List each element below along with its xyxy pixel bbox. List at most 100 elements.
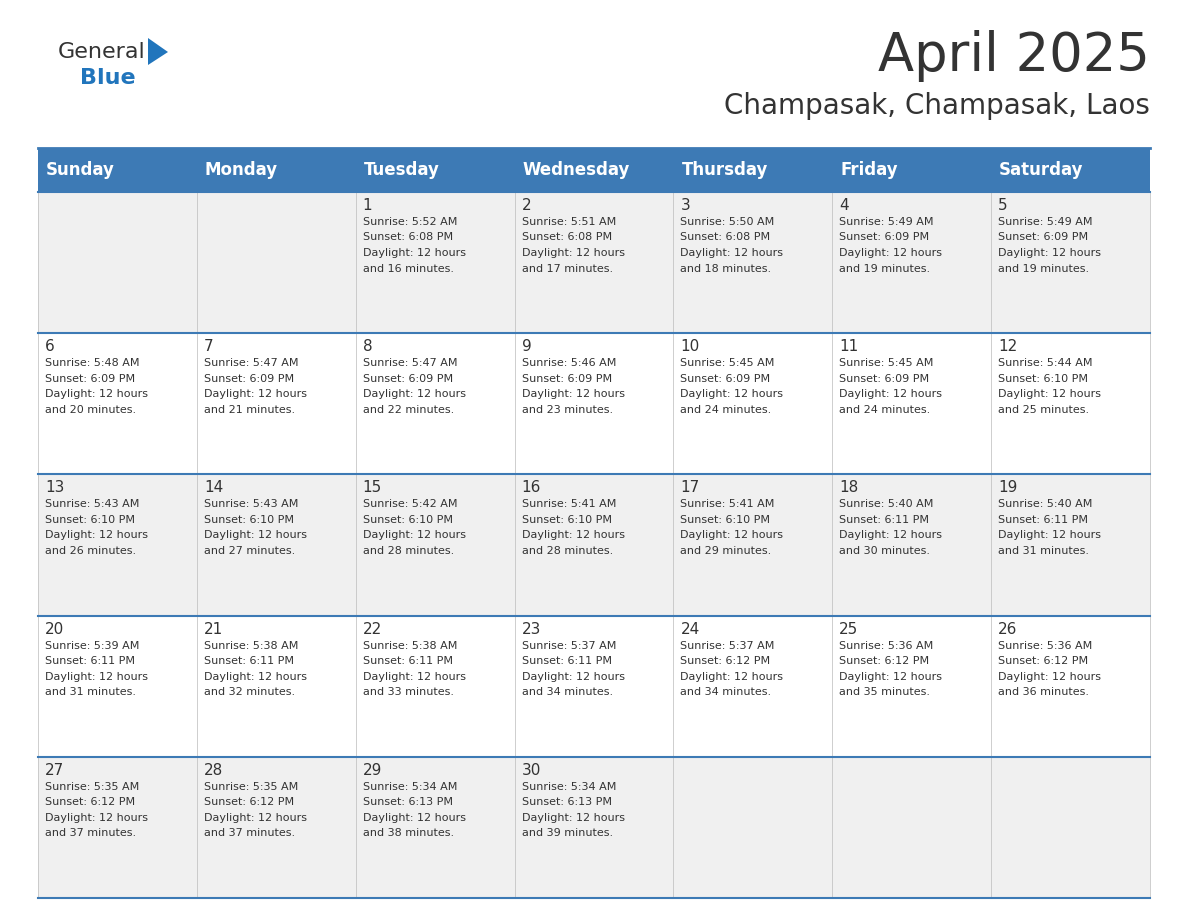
Text: and 25 minutes.: and 25 minutes. [998, 405, 1089, 415]
Text: and 23 minutes.: and 23 minutes. [522, 405, 613, 415]
Text: April 2025: April 2025 [878, 30, 1150, 82]
Text: and 17 minutes.: and 17 minutes. [522, 263, 613, 274]
Text: Sunset: 6:12 PM: Sunset: 6:12 PM [839, 656, 929, 666]
Text: 2: 2 [522, 198, 531, 213]
Text: Sunset: 6:10 PM: Sunset: 6:10 PM [998, 374, 1088, 384]
FancyBboxPatch shape [514, 148, 674, 192]
Text: Daylight: 12 hours: Daylight: 12 hours [362, 248, 466, 258]
Text: Monday: Monday [204, 161, 278, 179]
Text: 26: 26 [998, 621, 1017, 636]
Text: Daylight: 12 hours: Daylight: 12 hours [204, 812, 307, 823]
Text: and 24 minutes.: and 24 minutes. [839, 405, 930, 415]
Text: and 31 minutes.: and 31 minutes. [45, 687, 135, 697]
Text: Sunset: 6:09 PM: Sunset: 6:09 PM [839, 374, 929, 384]
Text: Daylight: 12 hours: Daylight: 12 hours [681, 389, 783, 399]
Text: Sunset: 6:11 PM: Sunset: 6:11 PM [522, 656, 612, 666]
Text: Daylight: 12 hours: Daylight: 12 hours [839, 531, 942, 541]
Text: 10: 10 [681, 339, 700, 354]
Text: Sunrise: 5:44 AM: Sunrise: 5:44 AM [998, 358, 1093, 368]
Text: Daylight: 12 hours: Daylight: 12 hours [839, 389, 942, 399]
Text: Sunrise: 5:43 AM: Sunrise: 5:43 AM [204, 499, 298, 509]
Text: Sunrise: 5:35 AM: Sunrise: 5:35 AM [45, 782, 139, 792]
Text: Sunrise: 5:41 AM: Sunrise: 5:41 AM [522, 499, 615, 509]
Text: Daylight: 12 hours: Daylight: 12 hours [362, 389, 466, 399]
Text: and 36 minutes.: and 36 minutes. [998, 687, 1089, 697]
Text: 20: 20 [45, 621, 64, 636]
Text: Sunrise: 5:47 AM: Sunrise: 5:47 AM [362, 358, 457, 368]
FancyBboxPatch shape [991, 148, 1150, 192]
Text: 7: 7 [204, 339, 214, 354]
FancyBboxPatch shape [38, 148, 197, 192]
Text: Daylight: 12 hours: Daylight: 12 hours [998, 531, 1101, 541]
Text: Sunset: 6:11 PM: Sunset: 6:11 PM [839, 515, 929, 525]
Text: Sunset: 6:09 PM: Sunset: 6:09 PM [998, 232, 1088, 242]
Text: Sunrise: 5:51 AM: Sunrise: 5:51 AM [522, 217, 615, 227]
Text: and 22 minutes.: and 22 minutes. [362, 405, 454, 415]
Text: Daylight: 12 hours: Daylight: 12 hours [998, 389, 1101, 399]
Text: 4: 4 [839, 198, 849, 213]
Text: 9: 9 [522, 339, 531, 354]
Text: Sunset: 6:09 PM: Sunset: 6:09 PM [45, 374, 135, 384]
Text: and 37 minutes.: and 37 minutes. [45, 828, 137, 838]
Text: Sunset: 6:11 PM: Sunset: 6:11 PM [45, 656, 135, 666]
Text: and 34 minutes.: and 34 minutes. [681, 687, 771, 697]
Text: Sunset: 6:08 PM: Sunset: 6:08 PM [522, 232, 612, 242]
Text: 15: 15 [362, 480, 383, 496]
Text: Sunrise: 5:34 AM: Sunrise: 5:34 AM [522, 782, 615, 792]
Text: Thursday: Thursday [682, 161, 767, 179]
Text: Daylight: 12 hours: Daylight: 12 hours [45, 812, 148, 823]
FancyBboxPatch shape [355, 148, 514, 192]
Text: and 33 minutes.: and 33 minutes. [362, 687, 454, 697]
Text: and 32 minutes.: and 32 minutes. [204, 687, 295, 697]
Text: Sunrise: 5:36 AM: Sunrise: 5:36 AM [998, 641, 1093, 651]
Text: and 37 minutes.: and 37 minutes. [204, 828, 295, 838]
Text: Sunset: 6:11 PM: Sunset: 6:11 PM [362, 656, 453, 666]
Text: and 18 minutes.: and 18 minutes. [681, 263, 771, 274]
Text: Sunset: 6:08 PM: Sunset: 6:08 PM [362, 232, 453, 242]
Text: Sunrise: 5:38 AM: Sunrise: 5:38 AM [362, 641, 457, 651]
Text: Wednesday: Wednesday [523, 161, 630, 179]
Text: Sunset: 6:13 PM: Sunset: 6:13 PM [522, 798, 612, 807]
Text: Sunrise: 5:36 AM: Sunrise: 5:36 AM [839, 641, 934, 651]
Text: 30: 30 [522, 763, 541, 778]
Text: and 30 minutes.: and 30 minutes. [839, 546, 930, 556]
Text: Daylight: 12 hours: Daylight: 12 hours [998, 248, 1101, 258]
Text: Sunset: 6:09 PM: Sunset: 6:09 PM [681, 374, 771, 384]
Text: Daylight: 12 hours: Daylight: 12 hours [522, 248, 625, 258]
Text: and 28 minutes.: and 28 minutes. [522, 546, 613, 556]
Text: 21: 21 [204, 621, 223, 636]
Text: 17: 17 [681, 480, 700, 496]
Text: 1: 1 [362, 198, 372, 213]
Text: Sunrise: 5:42 AM: Sunrise: 5:42 AM [362, 499, 457, 509]
Text: Sunrise: 5:47 AM: Sunrise: 5:47 AM [204, 358, 298, 368]
Text: and 35 minutes.: and 35 minutes. [839, 687, 930, 697]
Text: 11: 11 [839, 339, 859, 354]
Text: Daylight: 12 hours: Daylight: 12 hours [204, 672, 307, 681]
Text: Daylight: 12 hours: Daylight: 12 hours [681, 531, 783, 541]
Text: Sunrise: 5:38 AM: Sunrise: 5:38 AM [204, 641, 298, 651]
Text: and 38 minutes.: and 38 minutes. [362, 828, 454, 838]
Text: Daylight: 12 hours: Daylight: 12 hours [681, 672, 783, 681]
Text: Sunset: 6:10 PM: Sunset: 6:10 PM [362, 515, 453, 525]
Text: Sunset: 6:10 PM: Sunset: 6:10 PM [204, 515, 293, 525]
Text: Sunrise: 5:39 AM: Sunrise: 5:39 AM [45, 641, 139, 651]
Text: Daylight: 12 hours: Daylight: 12 hours [45, 531, 148, 541]
Text: 19: 19 [998, 480, 1017, 496]
Text: and 20 minutes.: and 20 minutes. [45, 405, 137, 415]
Text: Sunrise: 5:50 AM: Sunrise: 5:50 AM [681, 217, 775, 227]
Text: Sunset: 6:12 PM: Sunset: 6:12 PM [998, 656, 1088, 666]
Text: Daylight: 12 hours: Daylight: 12 hours [839, 248, 942, 258]
Text: Sunset: 6:08 PM: Sunset: 6:08 PM [681, 232, 771, 242]
Text: and 26 minutes.: and 26 minutes. [45, 546, 137, 556]
Text: Sunrise: 5:40 AM: Sunrise: 5:40 AM [998, 499, 1093, 509]
Text: Sunset: 6:09 PM: Sunset: 6:09 PM [522, 374, 612, 384]
FancyBboxPatch shape [833, 148, 991, 192]
FancyBboxPatch shape [197, 148, 355, 192]
Text: Sunrise: 5:37 AM: Sunrise: 5:37 AM [522, 641, 615, 651]
Text: Sunset: 6:12 PM: Sunset: 6:12 PM [681, 656, 771, 666]
Text: and 19 minutes.: and 19 minutes. [998, 263, 1089, 274]
Text: 12: 12 [998, 339, 1017, 354]
FancyBboxPatch shape [38, 192, 1150, 333]
Text: 8: 8 [362, 339, 372, 354]
Text: 23: 23 [522, 621, 541, 636]
